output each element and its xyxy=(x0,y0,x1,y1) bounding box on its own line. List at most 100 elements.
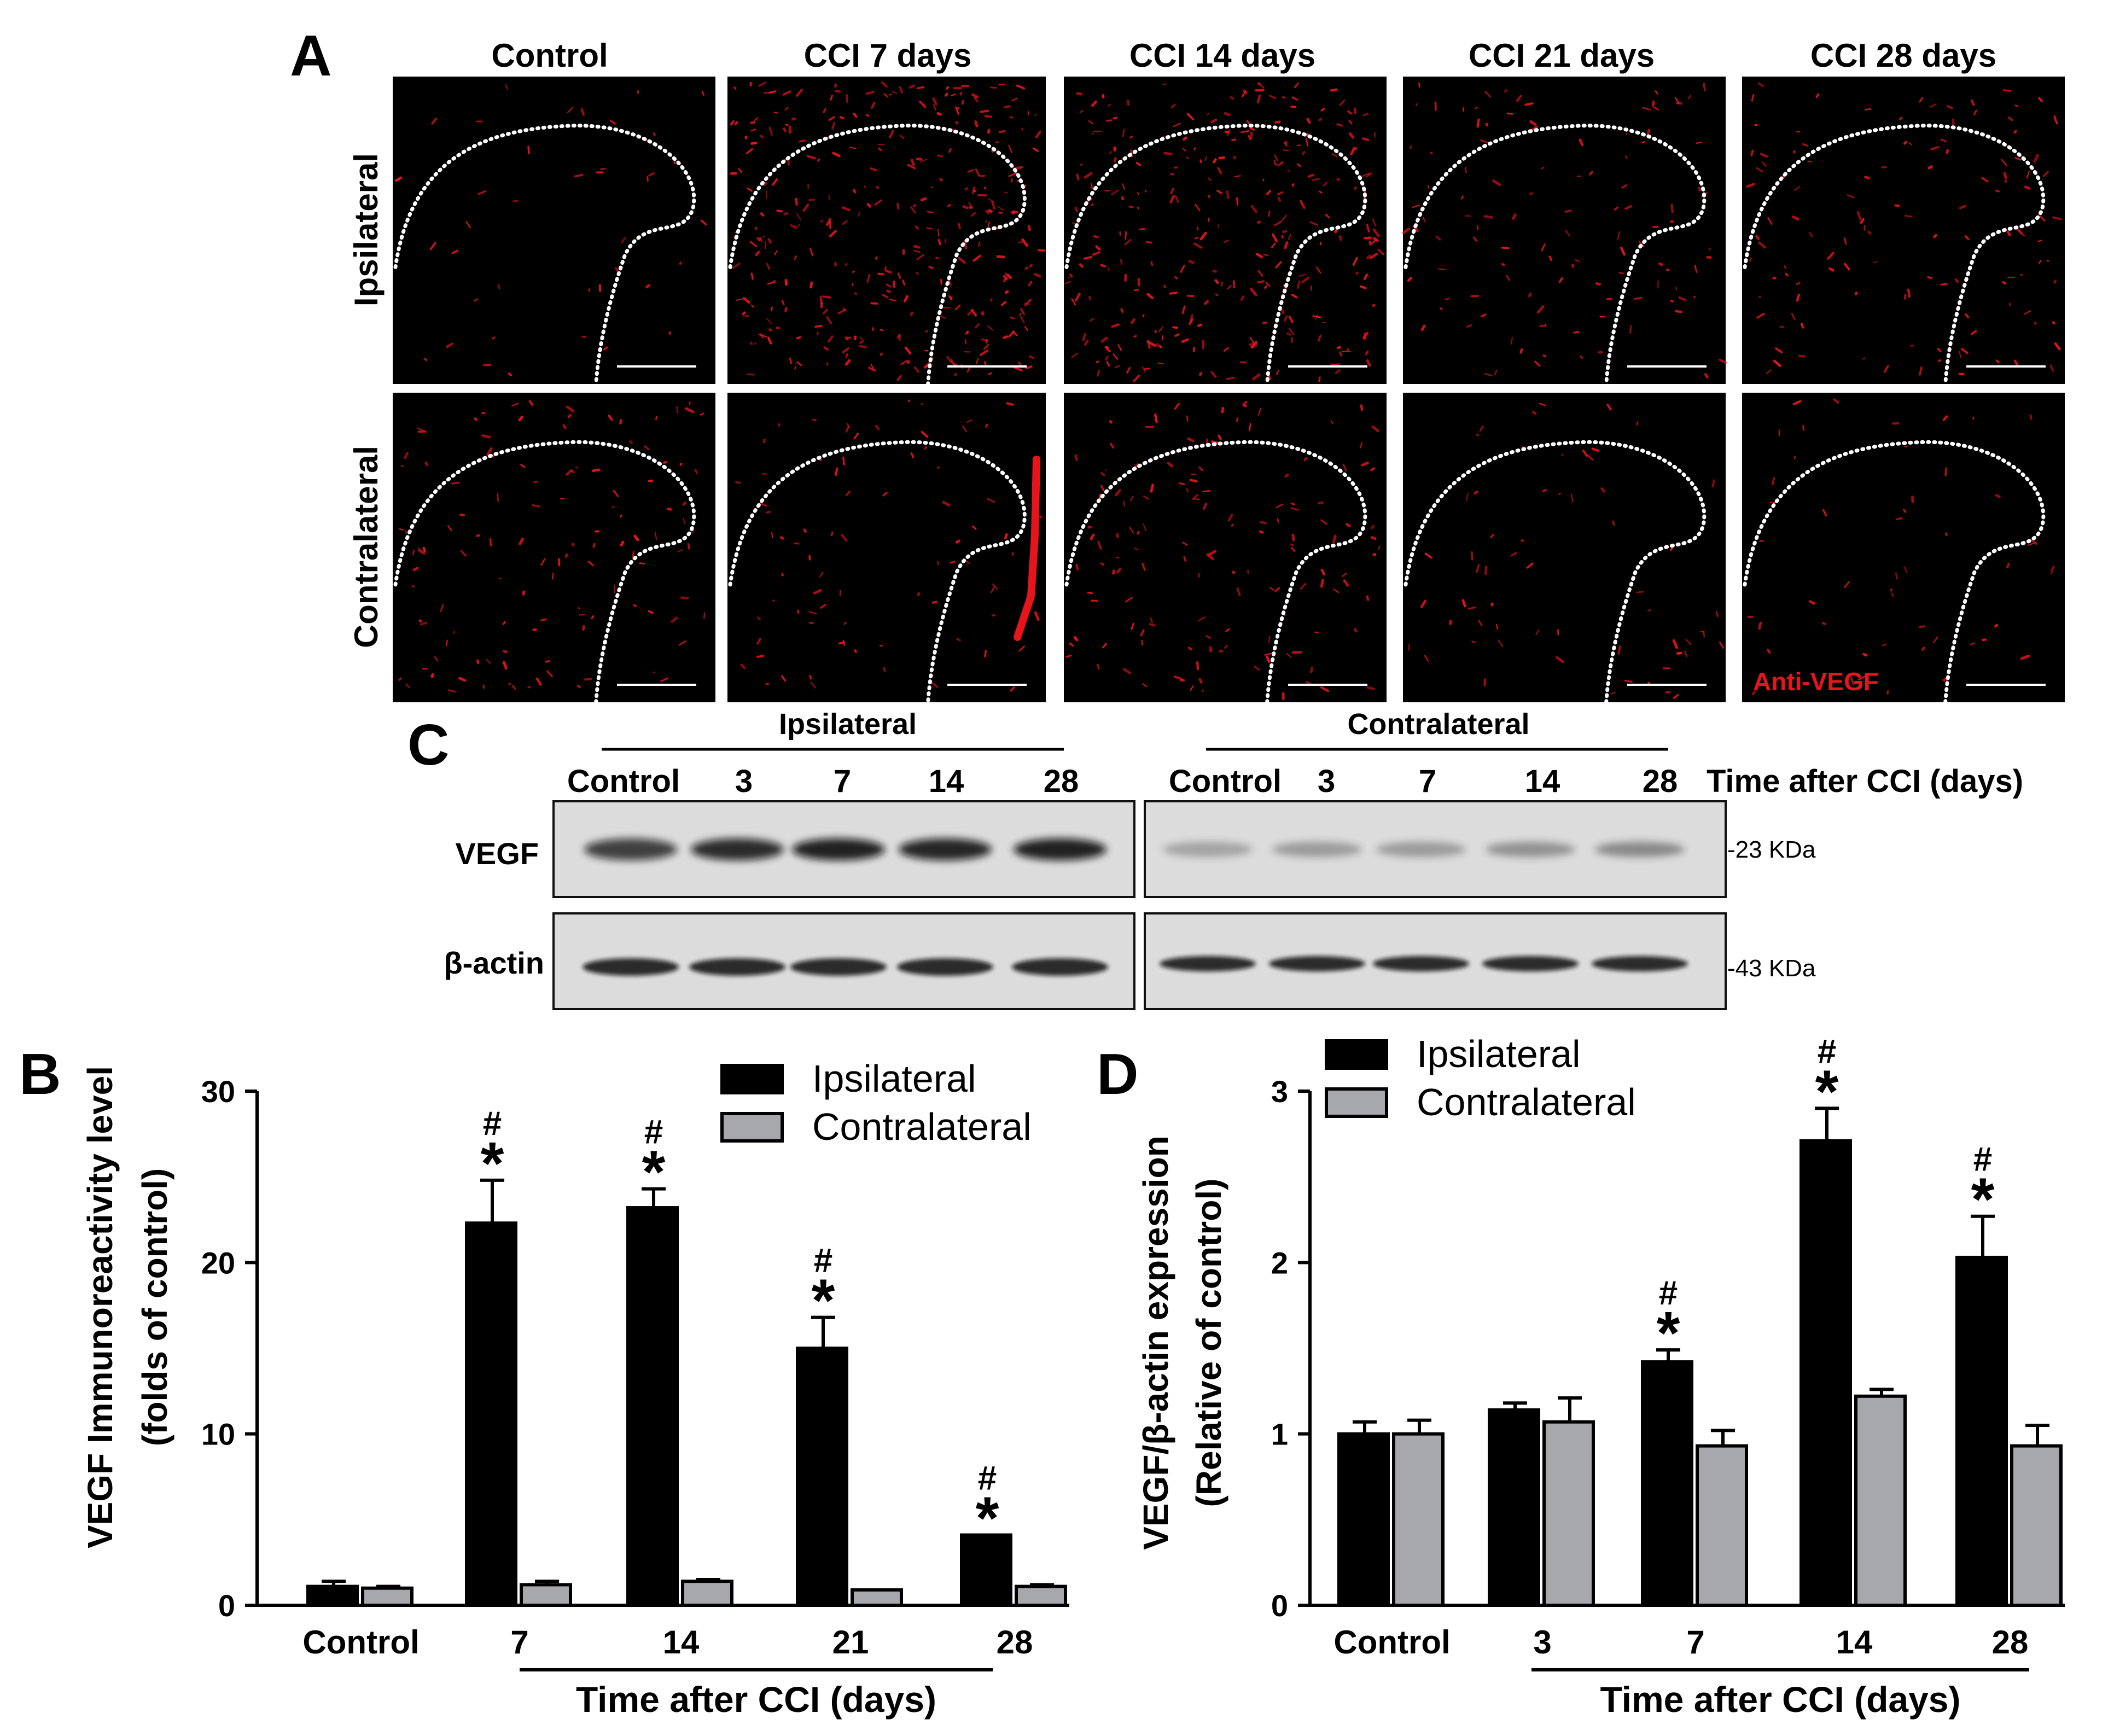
x-tick-label: 21 xyxy=(832,1624,869,1661)
group-label: Contralateral xyxy=(1347,708,1529,741)
mw-marker: -23 KDa xyxy=(1727,836,1816,863)
significance-star: * xyxy=(1815,1058,1839,1125)
legend-label: Ipsilateral xyxy=(812,1057,976,1100)
bar-ipsilateral xyxy=(465,1221,517,1607)
y-axis-label: VEGF Immunoreactivity level xyxy=(80,1066,120,1548)
lane-label: 28 xyxy=(1044,764,1079,799)
bar-contralateral xyxy=(1854,1394,1907,1607)
vegf-band xyxy=(1272,842,1362,857)
mw-marker: -43 KDa xyxy=(1727,955,1816,982)
vegf-band xyxy=(1163,842,1253,857)
micrograph xyxy=(1742,77,2065,386)
legend-swatch xyxy=(720,1064,784,1094)
column-label: CCI 14 days xyxy=(1129,37,1315,74)
legend-swatch xyxy=(1325,1039,1388,1070)
x-tick-label: Control xyxy=(1333,1624,1450,1661)
significance-hash: # xyxy=(644,1114,663,1151)
legend-label: Ipsilateral xyxy=(1417,1033,1581,1075)
group-label: Ipsilateral xyxy=(779,708,917,741)
lane-label: 7 xyxy=(1419,764,1436,799)
micrograph xyxy=(1064,393,1387,704)
panel-d-chart: 0 1 2 3 VEGF/β-actin expression (Relative of … xyxy=(1136,1033,2065,1720)
lane-label: 14 xyxy=(1525,764,1560,799)
column-label: CCI 7 days xyxy=(804,37,972,74)
bar-contralateral xyxy=(1392,1432,1445,1607)
x-tick-label: 7 xyxy=(510,1624,528,1661)
row-label: Ipsilateral xyxy=(348,153,385,306)
significance-hash: # xyxy=(978,1460,997,1498)
panel-letter-b: B xyxy=(19,1042,61,1106)
bar-contralateral xyxy=(681,1580,733,1607)
y-tick-label: 10 xyxy=(201,1417,235,1452)
actin-band xyxy=(1482,956,1579,971)
significance-hash: # xyxy=(1659,1274,1678,1312)
bar-ipsilateral xyxy=(796,1347,848,1607)
bar-ipsilateral xyxy=(1641,1360,1693,1607)
y-tick-label: 1 xyxy=(1271,1417,1288,1452)
significance-star: * xyxy=(812,1267,835,1335)
x-tick-label: 7 xyxy=(1686,1624,1704,1661)
bar-contralateral xyxy=(1696,1444,1748,1607)
y-tick-label: 20 xyxy=(201,1245,235,1280)
bar-ipsilateral xyxy=(306,1584,359,1607)
x-tick-label: 14 xyxy=(1836,1624,1873,1661)
column-label: CCI 21 days xyxy=(1469,37,1655,74)
significance-hash: # xyxy=(483,1105,502,1143)
bar-contralateral xyxy=(361,1586,414,1607)
legend-swatch xyxy=(1325,1087,1388,1118)
y-tick-label: 30 xyxy=(201,1074,235,1109)
y-axis-label: VEGF/β-actin expression xyxy=(1136,1135,1175,1550)
bar-contralateral xyxy=(1542,1420,1595,1607)
x-tick-label: Control xyxy=(302,1624,419,1661)
x-axis-label: Time after CCI (days) xyxy=(576,1679,936,1720)
actin-band xyxy=(1012,958,1108,976)
panel-a-micrographs: Control CCI 7 days CCI 14 days CCI 21 days C… xyxy=(348,37,2065,704)
y-axis-label: (Relative of control) xyxy=(1189,1179,1228,1507)
micrograph xyxy=(393,393,715,704)
stain-label: Anti-VEGF xyxy=(1753,667,1879,696)
actin-band xyxy=(1269,956,1365,971)
band-label: β-actin xyxy=(444,946,544,980)
significance-hash: # xyxy=(1818,1033,1836,1070)
actin-band xyxy=(790,958,887,976)
lanes-title: Time after CCI (days) xyxy=(1707,764,2023,799)
band-label: VEGF xyxy=(456,836,539,871)
actin-band xyxy=(583,958,679,976)
actin-band xyxy=(689,958,785,976)
significance-star: * xyxy=(1657,1300,1680,1367)
vegf-band xyxy=(691,838,784,860)
bar-ipsilateral xyxy=(1799,1139,1852,1607)
y-tick-label: 2 xyxy=(1271,1245,1288,1280)
y-tick-label: 0 xyxy=(1271,1588,1288,1623)
vegf-band xyxy=(584,838,677,860)
y-tick-label: 0 xyxy=(218,1588,235,1623)
micrograph xyxy=(1402,77,1727,386)
column-label: CCI 28 days xyxy=(1810,37,1996,74)
bar-contralateral xyxy=(851,1588,903,1607)
vegf-band xyxy=(1014,838,1106,860)
panel-letter-d: D xyxy=(1097,1042,1139,1106)
lane-label: 3 xyxy=(1318,764,1335,799)
bar-ipsilateral xyxy=(1337,1432,1390,1607)
significance-hash: # xyxy=(814,1242,832,1280)
x-tick-label: 3 xyxy=(1533,1624,1551,1661)
vegf-band xyxy=(1376,842,1466,857)
legend-label: Contralateral xyxy=(812,1105,1032,1148)
significance-star: * xyxy=(976,1485,999,1552)
bar-ipsilateral xyxy=(1488,1408,1540,1607)
y-axis-label: (folds of control) xyxy=(135,1168,174,1446)
micrograph xyxy=(727,393,1046,704)
lane-label: Control xyxy=(567,764,680,799)
actin-band xyxy=(1373,956,1469,971)
actin-band xyxy=(1160,956,1256,971)
panel-letter-a: A xyxy=(290,24,332,88)
vegf-band xyxy=(1486,842,1575,857)
lane-label: 28 xyxy=(1643,764,1678,799)
micrograph xyxy=(1403,393,1726,704)
significance-star: * xyxy=(481,1130,504,1197)
lane-label: Control xyxy=(1169,764,1282,799)
x-tick-label: 28 xyxy=(997,1624,1033,1661)
significance-hash: # xyxy=(1973,1141,1992,1179)
vegf-band xyxy=(792,838,885,860)
actin-band xyxy=(1592,956,1688,971)
